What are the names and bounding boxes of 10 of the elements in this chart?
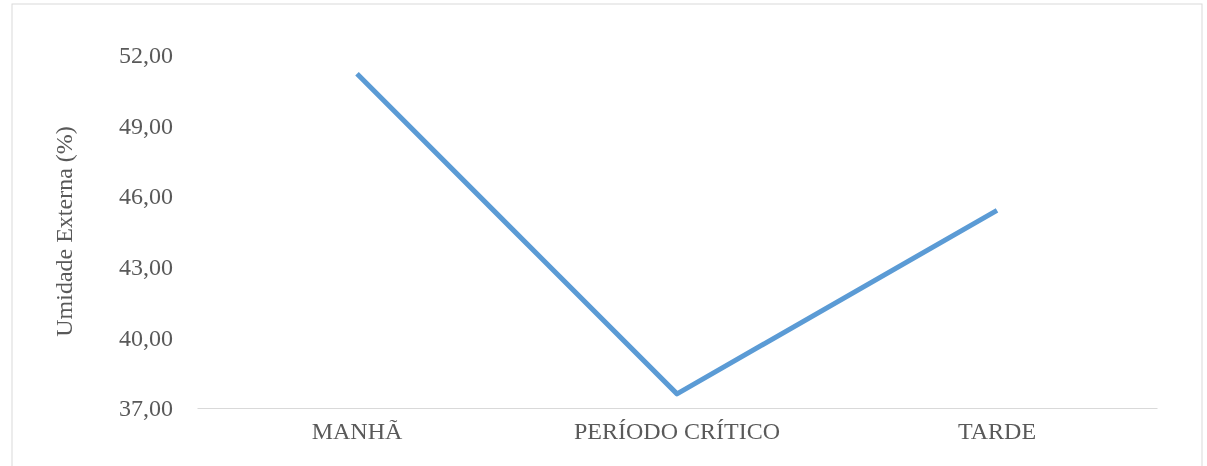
x-tick-label: TARDE xyxy=(957,418,1037,445)
y-tick-label: 43,00 xyxy=(119,253,173,280)
y-tick-label: 40,00 xyxy=(119,324,173,351)
y-tick-label: 46,00 xyxy=(119,183,173,210)
x-tick-label: PERÍODO CRÍTICO xyxy=(573,418,781,445)
y-tick-label: 49,00 xyxy=(119,112,173,139)
y-tick-label: 37,00 xyxy=(119,395,173,422)
x-tick-label: MANHÃ xyxy=(311,418,403,445)
y-tick-label: 52,00 xyxy=(119,42,173,69)
y-axis-title: Umidade Externa (%) xyxy=(51,126,77,337)
